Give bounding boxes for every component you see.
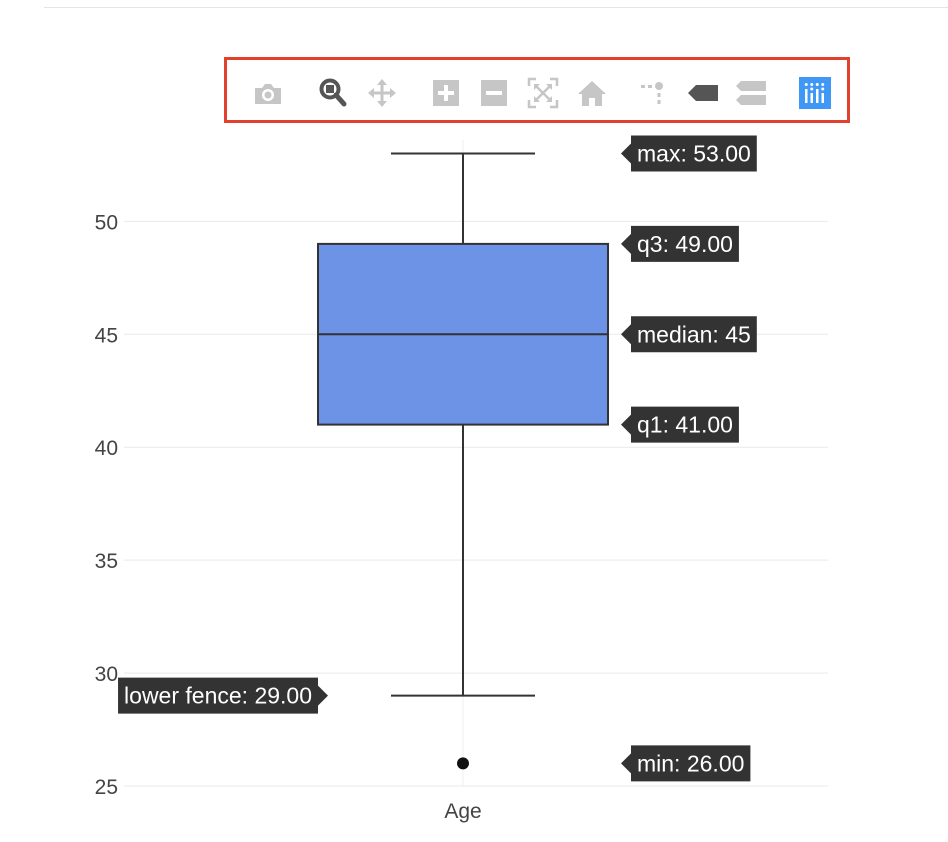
hover-label-q1: q1: 41.00 — [621, 406, 739, 443]
hover-label-box — [621, 316, 757, 353]
y-tick-label: 25 — [95, 776, 118, 799]
hover-closest-icon[interactable] — [686, 76, 720, 110]
hover-label-box — [621, 135, 757, 172]
hover-label-box — [118, 677, 328, 714]
pan-icon[interactable] — [365, 76, 399, 110]
plotly-logo-icon[interactable] — [798, 76, 832, 110]
hover-label-box — [621, 745, 751, 782]
y-tick-label: 40 — [95, 437, 118, 460]
hover-label-text: max: 53.00 — [637, 141, 751, 167]
home-icon[interactable] — [575, 76, 609, 110]
y-tick-label: 50 — [95, 211, 118, 234]
hover-labels: max: 53.00 q3: 49.00 median: 45 q1: 41.00 lo… — [118, 135, 757, 782]
autoscale-icon[interactable] — [526, 76, 560, 110]
spike-lines-icon[interactable] — [637, 76, 671, 110]
camera-icon[interactable] — [251, 76, 285, 110]
hover-label-text: lower fence: 29.00 — [124, 683, 312, 709]
hover-label-lower-fence: lower fence: 29.00 — [118, 677, 328, 714]
modebar-toolbar — [224, 57, 850, 123]
hover-label-text: q3: 49.00 — [637, 231, 733, 257]
hover-label-box — [621, 406, 739, 443]
hover-compare-icon[interactable] — [734, 76, 768, 110]
hover-label-max: max: 53.00 — [621, 135, 757, 172]
axes: 25 30 35 40 45 50 Age — [95, 211, 482, 823]
zoom-out-icon[interactable] — [477, 76, 511, 110]
y-tick-label: 30 — [95, 663, 118, 686]
top-divider — [44, 7, 948, 8]
y-tick-label: 45 — [95, 324, 118, 347]
zoom-in-icon[interactable] — [429, 76, 463, 110]
zoom-icon[interactable] — [316, 76, 350, 110]
outlier-point — [457, 757, 469, 770]
box-trace[interactable] — [317, 152, 609, 770]
hover-label-text: median: 45 — [637, 321, 751, 347]
x-tick-label: Age — [444, 800, 481, 823]
hover-label-text: q1: 41.00 — [637, 412, 733, 438]
hover-label-median: median: 45 — [621, 316, 757, 353]
y-tick-label: 35 — [95, 550, 118, 573]
hover-label-text: min: 26.00 — [637, 750, 744, 776]
hover-label-q3: q3: 49.00 — [621, 225, 739, 262]
hover-label-min: min: 26.00 — [621, 745, 751, 782]
hover-label-box — [621, 225, 739, 262]
